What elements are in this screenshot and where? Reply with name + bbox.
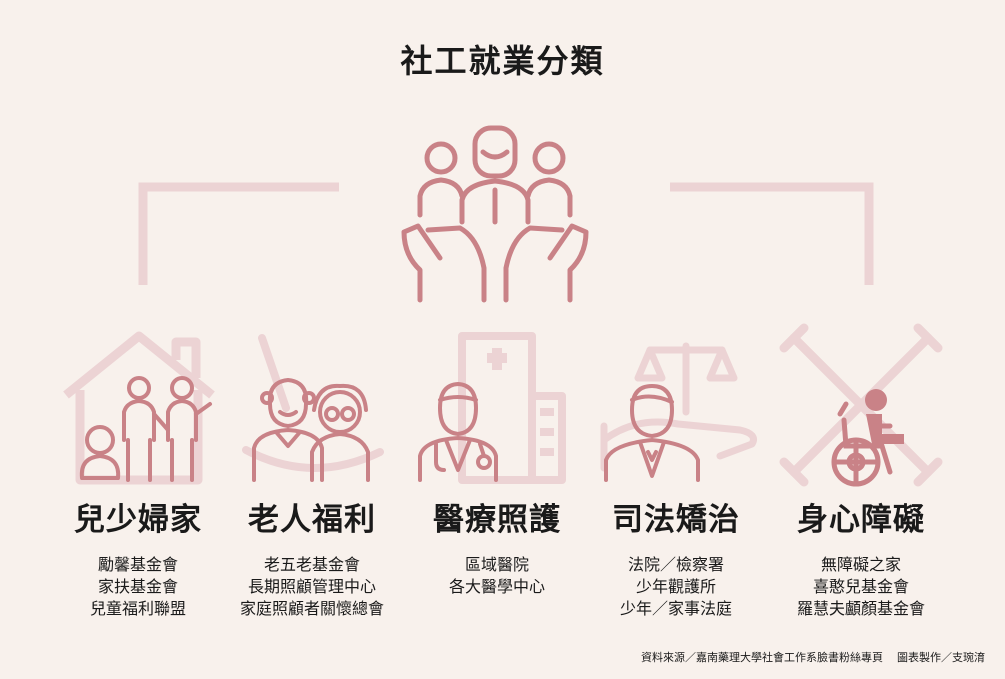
- category-item: 法院／檢察署: [627, 555, 724, 574]
- category-name: 老人福利: [248, 502, 376, 538]
- category-item: 家庭照顧者關懷總會: [239, 599, 384, 618]
- category-item: 老五老基金會: [263, 555, 360, 574]
- category-judicial-correction: 司法矯治 法院／檢察署 少年觀護所 少年／家事法庭: [581, 500, 771, 620]
- credit-line: 資料來源／嘉南藥理大學社會工作系臉書粉絲專頁 圖表製作／支琬淯: [641, 649, 985, 665]
- category-name: 兒少婦家: [74, 502, 202, 538]
- category-item: 無障礙之家: [820, 555, 901, 574]
- category-name: 司法矯治: [612, 502, 740, 538]
- page-title: 社工就業分類: [400, 42, 605, 80]
- category-items: 無障礙之家 喜憨兒基金會 羅慧夫顱顏基金會: [766, 554, 956, 620]
- doctor-hospital-icon: [418, 332, 566, 484]
- category-item: 兒童福利聯盟: [89, 599, 186, 618]
- lawyer-scales-icon: [600, 342, 757, 482]
- category-elderly-welfare: 老人福利 老五老基金會 長期照顧管理中心 家庭照顧者關懷總會: [217, 500, 407, 620]
- category-item: 家扶基金會: [97, 577, 178, 596]
- connector-lines: [138, 182, 874, 285]
- category-items: 法院／檢察署 少年觀護所 少年／家事法庭: [581, 554, 771, 620]
- category-item: 少年／家事法庭: [619, 599, 732, 618]
- category-item: 長期照顧管理中心: [247, 577, 376, 596]
- category-children-women-family: 兒少婦家 勵馨基金會 家扶基金會 兒童福利聯盟: [43, 500, 233, 620]
- people-in-hands-icon: [401, 125, 589, 303]
- category-name: 身心障礙: [797, 502, 925, 538]
- category-item: 少年觀護所: [635, 577, 716, 596]
- category-items: 區域醫院 各大醫學中心: [402, 554, 592, 598]
- source-credit: 資料來源／嘉南藥理大學社會工作系臉書粉絲專頁: [641, 651, 883, 664]
- elderly-couple-icon: [242, 334, 384, 482]
- family-house-icon: [63, 331, 215, 485]
- category-item: 羅慧夫顱顏基金會: [796, 599, 925, 618]
- category-item: 勵馨基金會: [97, 555, 178, 574]
- category-item: 區域醫院: [464, 555, 529, 574]
- category-name: 醫療照護: [433, 502, 561, 538]
- category-disability: 身心障礙 無障礙之家 喜憨兒基金會 羅慧夫顱顏基金會: [766, 500, 956, 620]
- category-item: 各大醫學中心: [448, 577, 545, 596]
- category-medical-care: 醫療照護 區域醫院 各大醫學中心: [402, 500, 592, 598]
- maker-credit: 圖表製作／支琬淯: [897, 651, 985, 664]
- category-items: 勵馨基金會 家扶基金會 兒童福利聯盟: [43, 554, 233, 620]
- wheelchair-crutches-icon: [779, 323, 943, 487]
- category-items: 老五老基金會 長期照顧管理中心 家庭照顧者關懷總會: [217, 554, 407, 620]
- category-item: 喜憨兒基金會: [812, 577, 909, 596]
